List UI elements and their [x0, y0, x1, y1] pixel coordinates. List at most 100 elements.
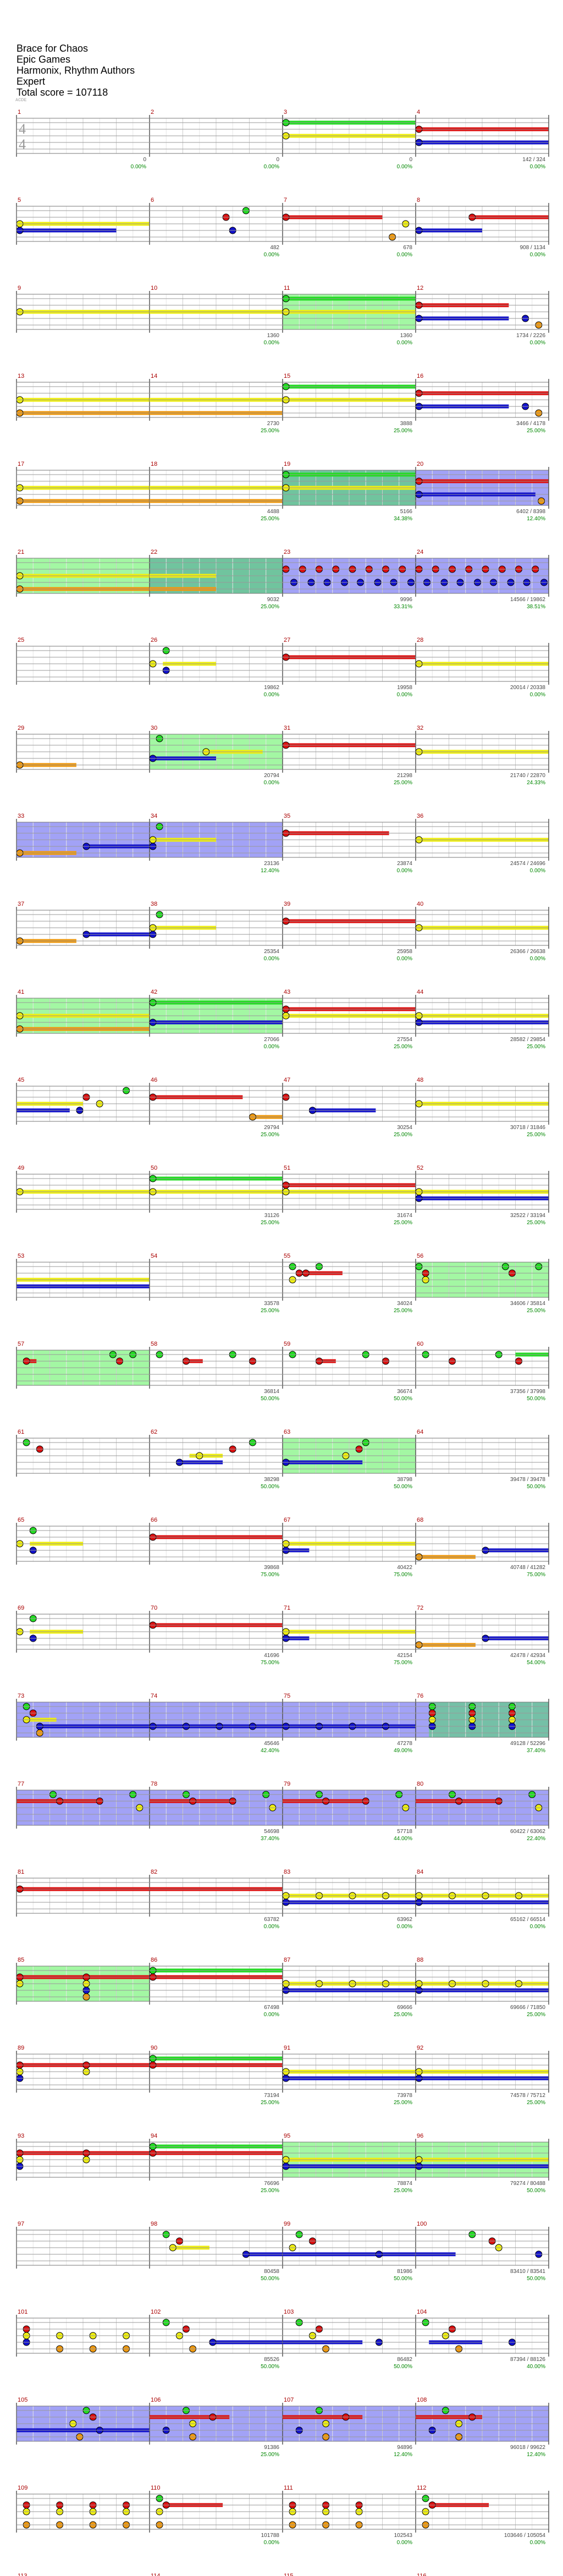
measure-score: 41696: [264, 1653, 279, 1659]
measure-score: 40422: [397, 1565, 412, 1571]
measure-score: 29794: [264, 1125, 279, 1131]
measure-number: 2: [151, 109, 154, 115]
measure-number: 113: [18, 2573, 27, 2576]
measure-percent: 12.40%: [394, 2452, 412, 2458]
measure-number: 49: [18, 1165, 24, 1171]
measure-percent: 34.38%: [394, 516, 412, 522]
measure-score: 86482: [397, 2357, 412, 2363]
song-artist: Epic Games: [16, 54, 71, 65]
measure-score: 49128 / 52296: [510, 1741, 545, 1747]
measure-number: 56: [417, 1253, 423, 1259]
measure-score: 2730: [267, 421, 280, 427]
measure-score: 73194: [264, 2093, 279, 2099]
measure-number: 103: [284, 2309, 294, 2315]
measure-number: 97: [18, 2221, 24, 2227]
measure-number: 72: [417, 1605, 423, 1611]
measure-score: 27066: [264, 1037, 279, 1043]
measure-number: 29: [18, 725, 24, 731]
measure-number: 71: [284, 1605, 290, 1611]
measure-percent: 0.00%: [264, 340, 279, 346]
timesig-bottom: 4: [19, 136, 26, 152]
measure-percent: 25.00%: [527, 1044, 545, 1050]
measure-percent: 12.40%: [527, 2452, 545, 2458]
measure-number: 17: [18, 461, 24, 467]
measure-score: 38298: [264, 1477, 279, 1483]
measure-score: 85526: [264, 2357, 279, 2363]
measure-score: 47278: [397, 1741, 412, 1747]
measure-score: 63962: [397, 1917, 412, 1923]
measure-number: 99: [284, 2221, 290, 2227]
measure-number: 108: [417, 2397, 427, 2403]
measure-percent: 12.40%: [527, 516, 545, 522]
measure-number: 62: [151, 1429, 157, 1435]
measure-percent: 25.00%: [261, 2188, 279, 2194]
measure-number: 63: [284, 1429, 290, 1435]
measure-score: 94896: [397, 2445, 412, 2451]
measure-number: 4: [417, 109, 420, 115]
measure-score: 31674: [397, 1213, 412, 1219]
measure-score: 9996: [400, 597, 413, 603]
measure-score: 0: [276, 157, 279, 163]
page-tag: ᴀᴄᴅᴇ: [15, 97, 27, 103]
measure-number: 116: [417, 2573, 427, 2576]
measure-number: 73: [18, 1693, 24, 1699]
measure-percent: 0.00%: [264, 692, 279, 698]
measure-percent: 50.00%: [261, 2276, 279, 2282]
measure-percent: 0.00%: [530, 340, 545, 346]
measure-score: 0: [409, 157, 412, 163]
measure-percent: 0.00%: [264, 780, 279, 786]
measure-number: 96: [417, 2133, 423, 2139]
measure-percent: 25.00%: [394, 2012, 412, 2018]
measure-number: 70: [151, 1605, 157, 1611]
measure-percent: 25.00%: [394, 428, 412, 434]
measure-score: 101788: [261, 2533, 280, 2539]
measure-number: 11: [284, 285, 290, 291]
measure-percent: 25.00%: [527, 1308, 545, 1314]
measure-number: 9: [18, 285, 21, 291]
measure-percent: 25.00%: [527, 428, 545, 434]
measure-number: 67: [284, 1517, 290, 1523]
measure-number: 7: [284, 197, 287, 203]
measure-number: 8: [417, 197, 420, 203]
measure-number: 24: [417, 549, 423, 555]
measure-score: 102543: [394, 2533, 413, 2539]
measure-number: 36: [417, 813, 423, 819]
measure-percent: 25.00%: [527, 1220, 545, 1226]
measure-number: 60: [417, 1341, 423, 1347]
measure-number: 5: [18, 197, 21, 203]
measure-score: 74578 / 75712: [510, 2093, 545, 2099]
measure-percent: 0.00%: [530, 164, 545, 170]
measure-percent: 0.00%: [530, 1924, 545, 1930]
measure-number: 14: [151, 373, 157, 379]
measure-percent: 50.00%: [394, 1484, 412, 1490]
measure-number: 98: [151, 2221, 157, 2227]
measure-number: 3: [284, 109, 287, 115]
measure-number: 1: [18, 109, 21, 115]
measure-number: 86: [151, 1957, 157, 1963]
measure-percent: 0.00%: [264, 2012, 279, 2018]
measure-percent: 0.00%: [530, 956, 545, 962]
measure-number: 41: [18, 989, 24, 995]
measure-percent: 25.00%: [394, 1132, 412, 1138]
measure-percent: 75.00%: [527, 1572, 545, 1578]
measure-number: 31: [284, 725, 290, 731]
measure-score: 39478 / 39478: [510, 1477, 545, 1483]
measure-number: 46: [151, 1077, 157, 1083]
measure-score: 678: [403, 245, 412, 251]
measure-percent: 0.00%: [264, 1924, 279, 1930]
measure-percent: 75.00%: [394, 1572, 412, 1578]
measure-number: 50: [151, 1165, 157, 1171]
measure-number: 12: [417, 285, 423, 291]
measure-percent: 25.00%: [394, 1220, 412, 1226]
measure-number: 22: [151, 549, 157, 555]
measure-score: 78874: [397, 2181, 412, 2187]
